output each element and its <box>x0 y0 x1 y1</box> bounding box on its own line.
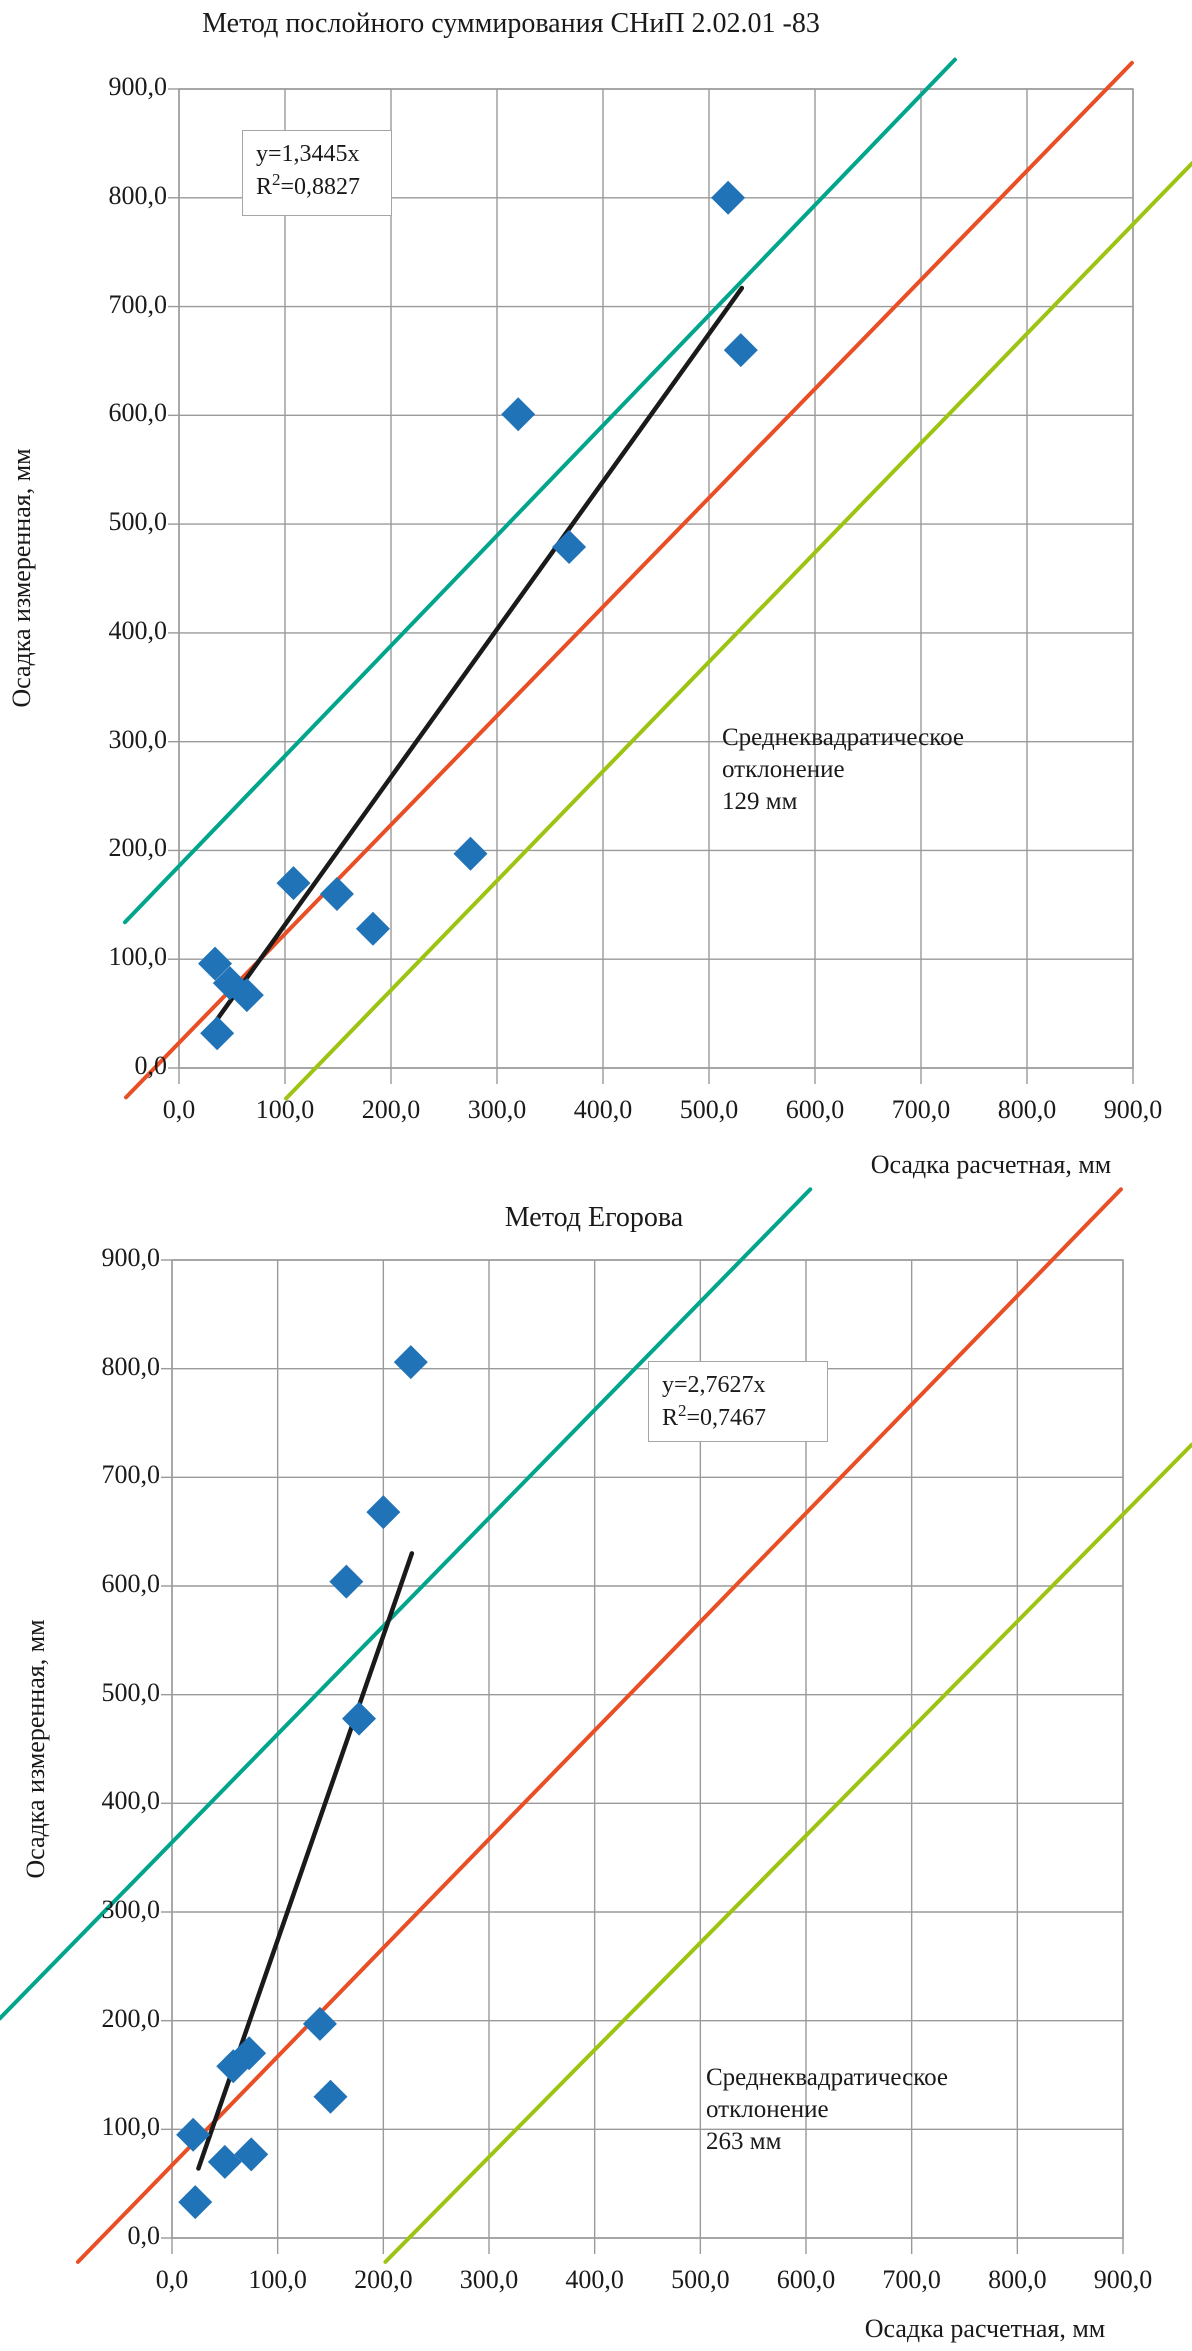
data-point-diamond <box>200 1016 235 1051</box>
data-point-diamond <box>355 911 390 946</box>
y-tick-label: 600,0 <box>108 398 168 428</box>
y-tick-label: 500,0 <box>108 507 168 537</box>
data-point-diamond <box>276 866 311 901</box>
y-tick-label: 300,0 <box>101 1895 161 1924</box>
r-value: =0,8827 <box>280 174 361 200</box>
data-point-diamond <box>302 2006 337 2041</box>
chart1-y-axis-title: Осадка измеренная, мм <box>7 448 36 708</box>
chart2-r-squared-line: R2=0,7467 <box>662 1402 827 1435</box>
x-tick-label: 900,0 <box>1093 2265 1153 2294</box>
y-tick-label: 700,0 <box>108 289 168 319</box>
lower-deviation-line <box>284 161 1192 1101</box>
y-tick-label: 600,0 <box>101 1569 161 1598</box>
upper-deviation-line <box>0 1187 813 2021</box>
x-tick-label: 600,0 <box>776 2265 836 2294</box>
r-exponent: 2 <box>272 170 281 189</box>
data-point-diamond <box>453 836 488 871</box>
lower-deviation-line <box>383 1442 1192 2264</box>
r-value: =0,7467 <box>686 1405 767 1431</box>
r-symbol: R <box>662 1405 679 1431</box>
chart2-equation-line: y=2,7627x <box>662 1372 766 1398</box>
chart1-title: Метод послойного суммирования СНиП 2.02.… <box>202 8 820 39</box>
y-tick-label: 200,0 <box>101 2003 161 2033</box>
x-tick-label: 200,0 <box>354 2265 413 2294</box>
x-tick-label: 800,0 <box>997 1095 1057 1124</box>
y-tick-label: 800,0 <box>101 1351 161 1381</box>
data-point-diamond <box>234 2137 269 2172</box>
chart2-title: Метод Егорова <box>504 1202 684 1233</box>
plot-area-border <box>178 88 1134 1069</box>
data-point-diamond <box>342 1701 377 1736</box>
x-tick-label: 700,0 <box>891 1095 951 1124</box>
x-tick-label: 100,0 <box>255 1095 315 1124</box>
y-tick-label: 900,0 <box>101 1243 161 1272</box>
x-tick-label: 0,0 <box>162 1095 196 1124</box>
data-point-diamond <box>232 2036 267 2071</box>
y-tick-label: 400,0 <box>101 1786 161 1816</box>
y-tick-label: 900,0 <box>108 72 168 101</box>
sd-note-value: 129 мм <box>722 788 798 815</box>
r-symbol: R <box>256 174 273 200</box>
data-point-diamond <box>313 2079 348 2114</box>
data-point-diamond <box>723 333 758 368</box>
chart1-equation-line: y=1,3445x <box>256 141 360 167</box>
x-tick-label: 400,0 <box>565 2265 624 2294</box>
chart2-x-axis-title: Осадка расчетная, мм <box>864 2314 1106 2343</box>
y-tick-label: 0,0 <box>134 1051 168 1080</box>
x-tick-label: 500,0 <box>679 1095 739 1124</box>
x-tick-label: 800,0 <box>988 2265 1047 2294</box>
data-point-diamond <box>366 1495 401 1530</box>
sd-note-line: отклонение <box>706 2096 829 2123</box>
y-tick-label: 200,0 <box>108 833 168 863</box>
x-tick-label: 600,0 <box>785 1095 845 1124</box>
y-tick-label: 100,0 <box>108 942 168 972</box>
identity-line <box>75 1187 1123 2264</box>
data-point-diamond <box>207 2144 242 2179</box>
y-tick-label: 700,0 <box>101 1460 161 1490</box>
sd-note-value: 263 мм <box>706 2128 782 2155</box>
x-tick-label: 700,0 <box>882 2265 941 2294</box>
identity-line <box>124 60 1134 1100</box>
sd-note-line: Среднеквадратическое <box>722 724 964 751</box>
y-tick-label: 100,0 <box>101 2112 161 2142</box>
x-tick-label: 300,0 <box>459 2265 519 2294</box>
data-point-diamond <box>329 1564 364 1599</box>
data-point-diamond <box>501 397 536 432</box>
upper-deviation-line <box>122 57 957 925</box>
y-tick-label: 400,0 <box>108 615 168 645</box>
x-tick-label: 500,0 <box>671 2265 730 2294</box>
sd-note-line: Среднеквадратическое <box>706 2064 948 2091</box>
x-tick-label: 0,0 <box>155 2265 189 2294</box>
x-tick-label: 400,0 <box>573 1095 633 1124</box>
r-exponent: 2 <box>678 1401 687 1420</box>
data-point-diamond <box>212 966 247 1001</box>
chart1-equation-box: y=1,3445x R2=0,8827 <box>242 130 392 216</box>
data-point-diamond <box>319 876 354 911</box>
data-point-diamond <box>198 946 233 981</box>
x-tick-label: 200,0 <box>361 1095 421 1124</box>
chart2-equation-box: y=2,7627x R2=0,7467 <box>648 1361 828 1442</box>
y-tick-label: 500,0 <box>101 1677 161 1707</box>
data-point-diamond <box>393 1345 428 1380</box>
chart2-sd-note: Среднеквадратическое отклонение 263 мм <box>706 2062 948 2158</box>
chart1-sd-note: Среднеквадратическое отклонение 129 мм <box>722 722 964 818</box>
x-tick-label: 300,0 <box>467 1095 527 1124</box>
data-point-diamond <box>178 2185 213 2220</box>
data-point-diamond <box>552 529 587 564</box>
plot-area-border <box>171 1259 1124 2239</box>
data-point-diamond <box>711 180 746 215</box>
x-tick-label: 900,0 <box>1103 1095 1163 1124</box>
y-tick-label: 300,0 <box>108 724 168 754</box>
chart1-r-squared-line: R2=0,8827 <box>256 171 391 204</box>
y-tick-label: 800,0 <box>108 180 168 210</box>
chart1-x-axis-title: Осадка расчетная, мм <box>870 1150 1112 1179</box>
sd-note-line: отклонение <box>722 756 845 783</box>
chart2-y-axis-title: Осадка измеренная, мм <box>21 1619 50 1879</box>
y-tick-label: 0,0 <box>127 2221 161 2250</box>
data-point-diamond <box>176 2117 211 2152</box>
x-tick-label: 100,0 <box>248 2265 307 2294</box>
trend-line <box>209 285 745 1029</box>
